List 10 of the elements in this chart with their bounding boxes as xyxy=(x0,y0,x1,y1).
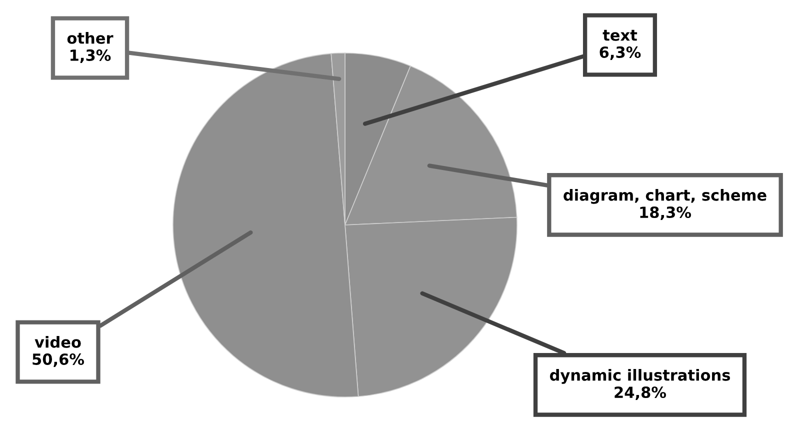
data-label: 6,3% xyxy=(600,46,641,60)
slice-label: video xyxy=(34,336,81,348)
slice-label: other xyxy=(67,32,114,44)
data-label: 24,8% xyxy=(614,386,666,400)
data-label: 1,3% xyxy=(70,49,111,63)
slice-label: text xyxy=(602,30,638,41)
data-label: 18,3% xyxy=(640,206,692,220)
slice-label: dynamic illustrations xyxy=(550,368,730,384)
slice-label: diagram, chart, scheme xyxy=(564,188,766,204)
data-label: 50,6% xyxy=(32,353,84,367)
